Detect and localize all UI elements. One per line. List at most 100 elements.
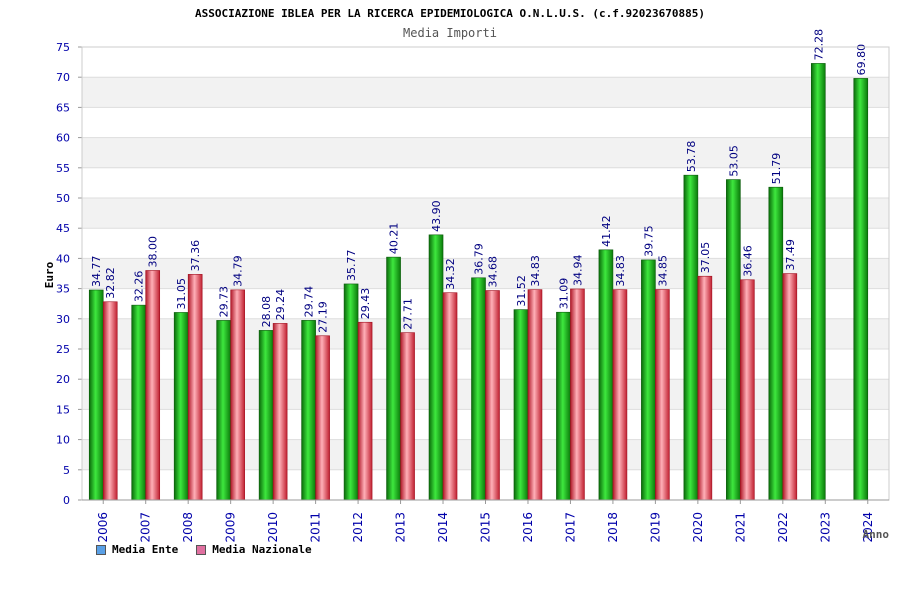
data-label: 38.00 [147, 236, 160, 268]
y-tick-label: 5 [63, 464, 70, 477]
plot-band [82, 107, 889, 138]
x-tick-label: 2018 [606, 512, 620, 543]
legend-swatch-media-nazionale [196, 544, 207, 555]
plot-band [82, 228, 889, 259]
data-label: 51.79 [770, 153, 783, 185]
data-label: 37.49 [784, 239, 797, 271]
data-label: 29.74 [303, 286, 316, 318]
bar-media-ente [216, 320, 231, 501]
y-tick-label: 70 [56, 71, 70, 84]
x-tick-label: 2020 [691, 512, 705, 543]
data-label: 27.71 [402, 298, 415, 330]
data-label: 69.80 [855, 44, 868, 76]
data-label: 53.78 [685, 141, 698, 173]
bar-media-ente [428, 234, 444, 501]
data-label: 29.73 [218, 286, 231, 318]
data-label: 53.05 [727, 145, 740, 177]
bar-media-ente [683, 174, 699, 501]
x-tick-label: 2017 [563, 512, 577, 543]
data-label: 36.79 [473, 243, 486, 275]
bar-media-ente [598, 249, 614, 501]
x-tick-label: 2015 [479, 512, 493, 543]
y-tick-label: 35 [56, 283, 70, 296]
legend-label-media-nazionale: Media Nazionale [212, 543, 312, 556]
bar-media-nazionale [357, 321, 373, 501]
data-label: 27.19 [317, 301, 330, 333]
bar-media-nazionale [145, 270, 161, 501]
x-tick-label: 2014 [436, 512, 450, 543]
data-label: 34.85 [656, 255, 669, 287]
y-tick-label: 0 [63, 494, 70, 507]
y-tick-label: 65 [56, 101, 70, 114]
data-label: 72.28 [812, 29, 825, 61]
bar-media-nazionale [442, 292, 458, 501]
bar-media-ente [471, 277, 486, 501]
data-label: 32.26 [133, 271, 146, 303]
plot-band [82, 167, 889, 198]
y-tick-label: 55 [56, 162, 70, 175]
bar-media-nazionale [612, 289, 628, 501]
y-tick-label: 45 [56, 222, 70, 235]
bar-media-ente [810, 63, 826, 501]
bar-media-nazionale [315, 335, 330, 501]
data-label: 41.42 [600, 215, 613, 247]
y-tick-label: 25 [56, 343, 70, 356]
x-tick-label: 2016 [521, 512, 535, 543]
x-tick-label: 2008 [181, 512, 195, 543]
bar-media-ente [258, 330, 274, 501]
data-label: 31.09 [557, 278, 570, 310]
bar-media-nazionale [697, 275, 713, 501]
y-tick-label: 30 [56, 313, 70, 326]
chart-title: ASSOCIAZIONE IBLEA PER LA RICERCA EPIDEM… [195, 7, 705, 20]
bar-media-nazionale [485, 290, 500, 501]
bar-media-ente [768, 186, 784, 501]
x-tick-label: 2006 [96, 512, 110, 543]
x-tick-label: 2022 [776, 512, 790, 543]
bar-media-ente [301, 320, 316, 501]
bar-media-nazionale [102, 301, 118, 501]
chart-subtitle: Media Importi [403, 26, 497, 40]
bar-media-nazionale [570, 288, 585, 501]
data-label: 34.32 [444, 258, 457, 290]
data-label: 31.52 [515, 275, 528, 307]
y-axis-label: Euro [43, 261, 56, 288]
data-label: 43.90 [430, 200, 443, 232]
data-label: 34.68 [487, 256, 500, 288]
x-tick-label: 2012 [351, 512, 365, 543]
plot-band [82, 77, 889, 108]
x-axis-label: Anno [863, 528, 890, 541]
legend-item-media-ente: Media Ente [96, 543, 178, 556]
bar-media-ente [513, 309, 529, 501]
x-tick-label: 2011 [309, 512, 323, 543]
data-label: 34.79 [232, 255, 245, 287]
data-label: 34.77 [90, 255, 103, 287]
y-tick-label: 75 [56, 41, 70, 54]
data-label: 31.05 [175, 278, 188, 310]
x-tick-label: 2013 [394, 512, 408, 543]
legend-swatch-media-ente [96, 544, 106, 555]
data-label: 40.21 [388, 223, 401, 255]
x-tick-label: 2010 [266, 512, 280, 543]
bar-media-ente [173, 312, 189, 501]
bar-media-nazionale [655, 289, 670, 501]
bar-media-ente [726, 179, 741, 501]
bar-media-ente [386, 256, 401, 501]
x-tick-label: 2019 [648, 512, 662, 543]
y-tick-label: 50 [56, 192, 70, 205]
data-label: 32.82 [104, 267, 117, 299]
data-label: 37.36 [189, 240, 202, 272]
bar-media-nazionale [400, 332, 415, 501]
bar-media-ente [343, 283, 359, 501]
legend-item-media-nazionale: Media Nazionale [196, 543, 312, 556]
bar-media-ente [641, 259, 656, 501]
bar-media-nazionale [527, 289, 543, 501]
bar-media-ente [853, 78, 869, 501]
legend-label-media-ente: Media Ente [112, 543, 179, 556]
bar-media-ente [131, 304, 147, 501]
data-label: 35.77 [345, 249, 358, 281]
data-label: 29.43 [359, 288, 372, 320]
plot-band [82, 47, 889, 78]
bar-media-ente [88, 289, 104, 501]
data-label: 29.24 [274, 289, 287, 321]
